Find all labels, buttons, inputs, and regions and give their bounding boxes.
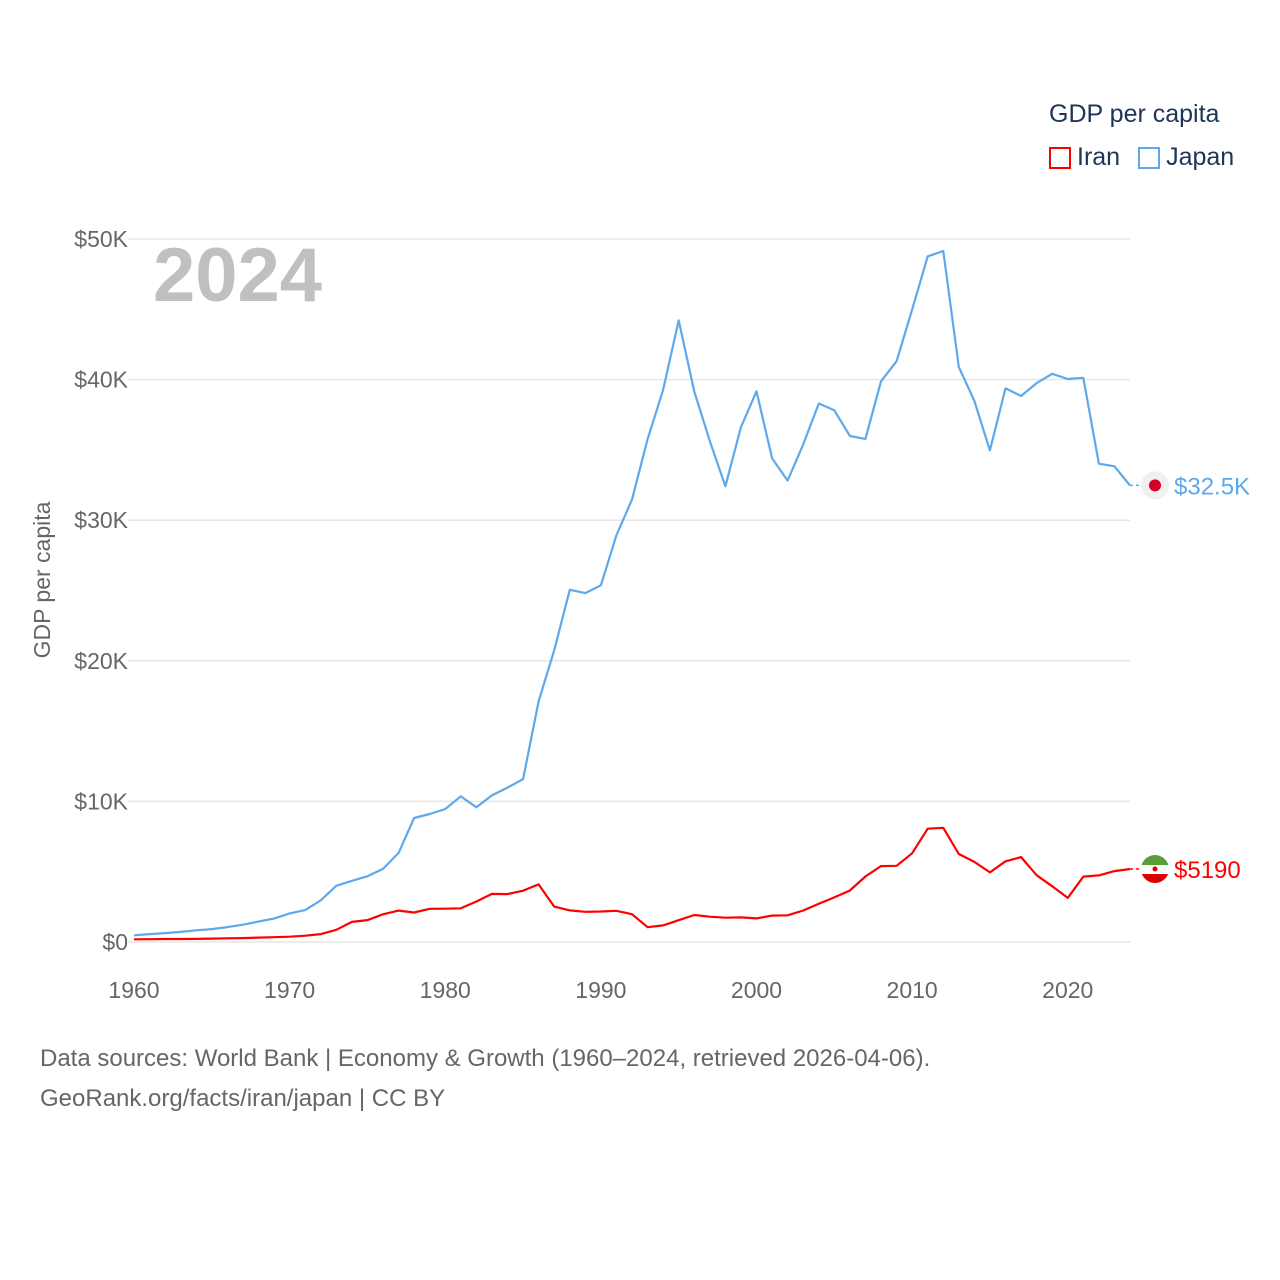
attribution-link[interactable]: GeoRank.org/facts/iran/japan | CC BY <box>40 1085 446 1112</box>
iran-flag-icon <box>1141 855 1169 884</box>
y-axis-title: GDP per capita <box>29 501 55 658</box>
japan-flag-icon <box>1141 471 1169 500</box>
series-line-japan <box>133 249 1131 937</box>
y-tick-label: $30K <box>74 507 128 533</box>
legend-label-iran: Iran <box>1077 143 1121 171</box>
flag-red-stripe <box>1141 874 1169 884</box>
y-tick-label: $0 <box>102 929 128 955</box>
data-source-note: Data sources: World Bank | Economy & Gro… <box>40 1045 931 1072</box>
flag-emblem <box>1152 866 1158 872</box>
x-tick-label: 1980 <box>420 977 471 1003</box>
x-tick-label: 2020 <box>1042 977 1093 1003</box>
legend-swatch-japan <box>1138 146 1161 169</box>
x-tick-label: 1990 <box>575 977 626 1003</box>
flag-stripes <box>1141 855 1169 884</box>
legend-item-japan[interactable]: Japan <box>1138 143 1234 172</box>
x-tick-label: 1960 <box>108 977 159 1003</box>
y-axis-ticks: $0 $10K $20K $30K $40K $50K <box>74 226 128 955</box>
x-tick-label: 2010 <box>887 977 938 1003</box>
legend-label-japan: Japan <box>1166 143 1235 171</box>
y-tick-label: $20K <box>74 648 128 674</box>
x-tick-label: 1970 <box>264 977 315 1003</box>
legend-swatch-iran <box>1049 146 1071 169</box>
year-overlay: 2024 <box>153 233 322 318</box>
end-value-label-iran: $5190 <box>1174 857 1241 884</box>
series-lines <box>133 249 1131 941</box>
legend: Iran Japan <box>1049 143 1234 172</box>
flag-sun <box>1149 479 1161 492</box>
y-tick-label: $40K <box>74 367 128 393</box>
legend-item-iran[interactable]: Iran <box>1049 143 1120 172</box>
legend-title: GDP per capita <box>1049 100 1220 128</box>
series-line-iran <box>133 826 1131 941</box>
x-tick-label: 2000 <box>731 977 782 1003</box>
x-axis-ticks: 1960 1970 1980 1990 2000 2010 2020 <box>108 977 1093 1003</box>
end-markers: $5190 $32.5K <box>1130 471 1250 884</box>
end-value-label-japan: $32.5K <box>1174 473 1250 500</box>
y-tick-label: $10K <box>74 788 128 814</box>
gridlines <box>128 238 1130 943</box>
flag-green-stripe <box>1141 855 1169 866</box>
y-tick-label: $50K <box>74 226 128 252</box>
